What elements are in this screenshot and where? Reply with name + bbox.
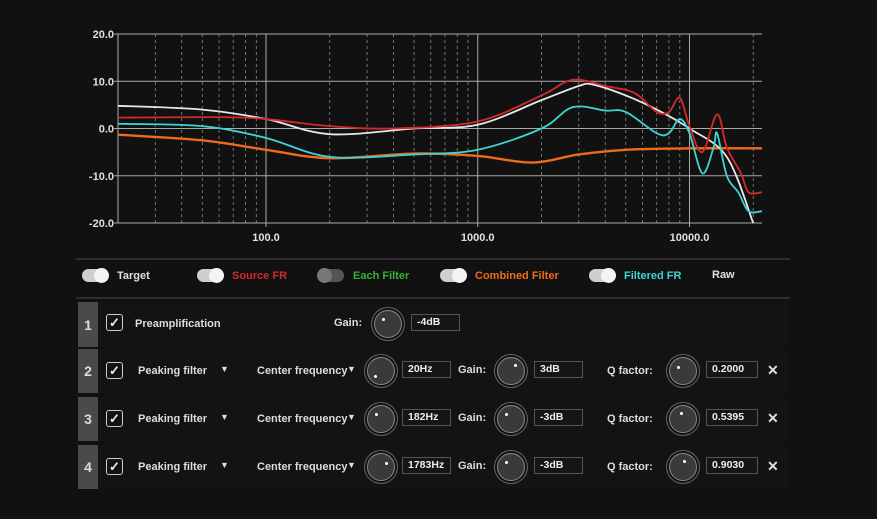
legend-raw[interactable]: Raw	[712, 269, 735, 281]
filter-number: 4	[78, 445, 98, 489]
toggle-switch[interactable]	[440, 268, 467, 283]
legend-filtered-fr[interactable]: Filtered FR	[589, 268, 682, 283]
legend-label: Filtered FR	[624, 269, 682, 282]
x-tick-label: 100.0	[252, 232, 280, 244]
y-tick-label: -20.0	[89, 218, 114, 230]
toggle-switch[interactable]	[317, 268, 344, 283]
parameter-dropdown[interactable]: Center frequency	[257, 365, 348, 377]
gain-input[interactable]: -4dB	[411, 314, 460, 331]
chevron-down-icon[interactable]: ▼	[220, 364, 229, 374]
chevron-down-icon[interactable]: ▼	[220, 460, 229, 470]
q-factor-label: Q factor:	[607, 365, 653, 377]
series-source-fr	[117, 78, 763, 195]
chevron-down-icon[interactable]: ▼	[347, 460, 356, 470]
gain-input[interactable]: 3dB	[534, 361, 583, 378]
x-tick-label: 1000.0	[461, 232, 495, 244]
y-tick-label: 0.0	[99, 124, 114, 136]
y-tick-label: 10.0	[93, 76, 114, 88]
filter-row: 2 ✓ Peaking filter ▼ Center frequency ▼ …	[78, 349, 788, 393]
chevron-down-icon[interactable]: ▼	[347, 364, 356, 374]
filter-type-dropdown[interactable]: Peaking filter	[138, 365, 208, 377]
frequency-input[interactable]: 1783Hz	[402, 457, 451, 474]
frequency-input[interactable]: 182Hz	[402, 409, 451, 426]
frequency-knob[interactable]	[367, 357, 395, 385]
q-factor-label: Q factor:	[607, 413, 653, 425]
parameter-dropdown[interactable]: Center frequency	[257, 413, 348, 425]
divider	[76, 297, 790, 299]
q-factor-input[interactable]: 0.2000	[706, 361, 758, 378]
gain-input[interactable]: -3dB	[534, 409, 583, 426]
legend-label: Source FR	[232, 269, 288, 282]
filter-row: 4 ✓ Peaking filter ▼ Center frequency ▼ …	[78, 445, 788, 489]
y-tick-label: 20.0	[93, 29, 114, 41]
enable-checkbox[interactable]: ✓	[106, 410, 123, 427]
frequency-input[interactable]: 20Hz	[402, 361, 451, 378]
filter-type-dropdown[interactable]: Peaking filter	[138, 413, 208, 425]
frequency-response-chart: 100.0 1000.0 10000.0 20.0 10.0 0.0 -10.0 -20.0	[89, 29, 763, 244]
gain-label: Gain:	[458, 460, 487, 472]
q-factor-knob[interactable]	[669, 405, 697, 433]
gain-knob[interactable]	[497, 405, 525, 433]
gain-label: Gain:	[458, 364, 487, 376]
legend-source-fr[interactable]: Source FR	[197, 268, 288, 283]
divider	[76, 258, 790, 260]
q-factor-knob[interactable]	[669, 357, 697, 385]
legend-label: Each Filter	[353, 269, 410, 282]
enable-checkbox[interactable]: ✓	[106, 314, 123, 331]
close-icon[interactable]: ✕	[767, 362, 779, 378]
toggle-switch[interactable]	[197, 268, 224, 283]
series-combined-filter	[117, 133, 763, 164]
legend-target[interactable]: Target	[82, 268, 150, 283]
enable-checkbox[interactable]: ✓	[106, 458, 123, 475]
gain-knob[interactable]	[374, 310, 402, 338]
legend-label: Combined Filter	[475, 269, 559, 282]
filter-number: 2	[78, 349, 98, 393]
gain-label: Gain:	[458, 412, 487, 424]
toggle-switch[interactable]	[82, 268, 109, 283]
gain-input[interactable]: -3dB	[534, 457, 583, 474]
filter-number: 1	[78, 302, 98, 347]
preamp-label: Preamplification	[135, 318, 221, 330]
parameter-dropdown[interactable]: Center frequency	[257, 461, 348, 473]
filter-type-dropdown[interactable]: Peaking filter	[138, 461, 208, 473]
y-tick-label: -10.0	[89, 171, 114, 183]
x-tick-label: 10000.0	[670, 232, 710, 244]
close-icon[interactable]: ✕	[767, 458, 779, 474]
frequency-knob[interactable]	[367, 405, 395, 433]
legend-label: Raw	[712, 269, 735, 281]
legend-combined-filter[interactable]: Combined Filter	[440, 268, 559, 283]
close-icon[interactable]: ✕	[767, 410, 779, 426]
preamp-row: 1 ✓ Preamplification Gain: -4dB	[78, 302, 788, 347]
filter-number: 3	[78, 397, 98, 441]
series-filtered-fr	[117, 105, 763, 214]
q-factor-knob[interactable]	[669, 453, 697, 481]
legend-each-filter[interactable]: Each Filter	[317, 268, 410, 283]
filter-row: 3 ✓ Peaking filter ▼ Center frequency ▼ …	[78, 397, 788, 441]
gain-label: Gain:	[334, 317, 363, 329]
chevron-down-icon[interactable]: ▼	[220, 412, 229, 422]
enable-checkbox[interactable]: ✓	[106, 362, 123, 379]
toggle-switch[interactable]	[589, 268, 616, 283]
gain-knob[interactable]	[497, 453, 525, 481]
gain-knob[interactable]	[497, 357, 525, 385]
q-factor-input[interactable]: 0.9030	[706, 457, 758, 474]
legend-label: Target	[117, 269, 150, 282]
frequency-knob[interactable]	[367, 453, 395, 481]
q-factor-input[interactable]: 0.5395	[706, 409, 758, 426]
chevron-down-icon[interactable]: ▼	[347, 412, 356, 422]
q-factor-label: Q factor:	[607, 461, 653, 473]
